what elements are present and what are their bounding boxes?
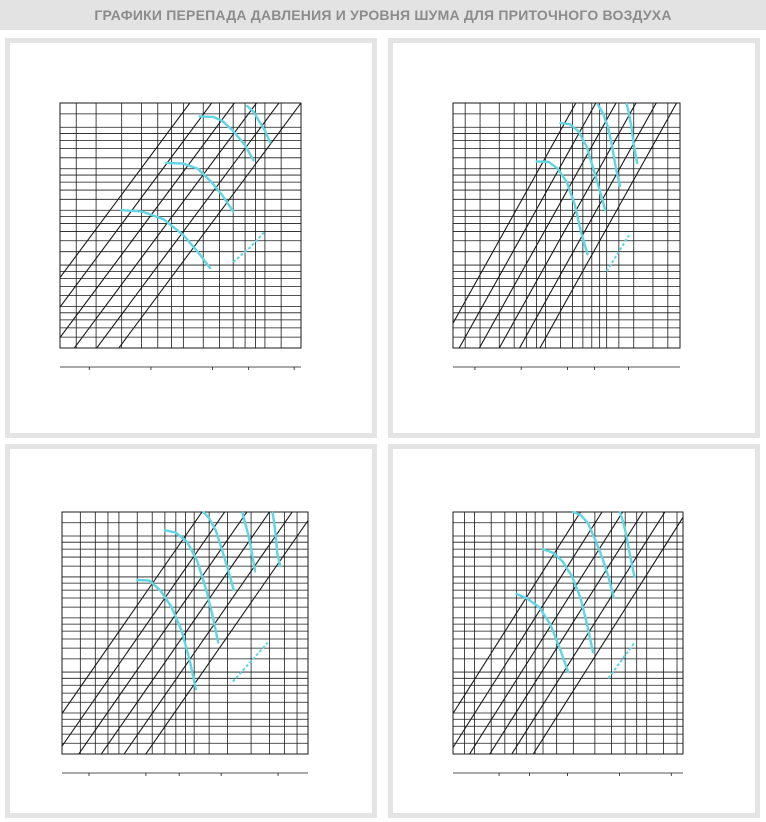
chart-panel-125	[388, 38, 760, 438]
damper-lines	[60, 103, 301, 348]
damper-line	[453, 512, 603, 749]
sound-level-curve	[596, 103, 622, 188]
rated-max-curve	[232, 641, 269, 683]
page-header: ГРАФИКИ ПЕРЕПАДА ДАВЛЕНИЯ И УРОВНЯ ШУМА …	[0, 0, 766, 30]
sound-level-curve	[271, 511, 282, 568]
sound-level-curve	[515, 592, 570, 674]
sound-level-curve	[241, 511, 257, 573]
damper-line	[62, 512, 226, 748]
damper-line	[489, 512, 644, 754]
rated-max-curve	[232, 230, 266, 263]
sound-level-curve	[163, 529, 220, 644]
damper-lines	[453, 103, 678, 348]
chart-panel-200	[388, 444, 760, 818]
sound-level-curve	[198, 115, 255, 162]
sound-curves	[120, 104, 272, 270]
damper-line	[60, 103, 191, 279]
sound-level-curve	[202, 510, 236, 592]
chart-panel-160	[5, 444, 377, 818]
damper-lines	[62, 512, 308, 754]
damper-line	[468, 512, 624, 754]
sound-curves	[535, 102, 639, 256]
rated-max-curve	[605, 234, 630, 272]
damper-line	[458, 103, 597, 348]
damper-lines	[453, 512, 683, 754]
sound-level-curve	[559, 121, 607, 212]
damper-line	[498, 103, 637, 348]
sound-level-curve	[625, 102, 639, 165]
sound-level-curve	[120, 208, 212, 270]
plot-frame	[61, 511, 309, 755]
damper-line	[78, 512, 248, 754]
damper-line	[539, 103, 678, 348]
chart-100	[59, 102, 302, 370]
plot-frame	[59, 102, 302, 349]
damper-line	[60, 103, 213, 308]
chart-200	[452, 510, 684, 776]
rated-max-curve	[607, 641, 636, 679]
damper-line	[453, 103, 577, 325]
page-title: ГРАФИКИ ПЕРЕПАДА ДАВЛЕНИЯ И УРОВНЯ ШУМА …	[94, 7, 672, 23]
damper-line	[60, 103, 236, 339]
sound-level-curve	[165, 161, 235, 213]
sound-level-curve	[135, 578, 198, 691]
damper-line	[518, 103, 657, 348]
plot-frame	[452, 102, 681, 349]
chart-125	[452, 102, 681, 370]
sound-level-curve	[618, 510, 636, 579]
damper-line	[118, 103, 301, 348]
chart-160	[61, 510, 309, 776]
chart-panel-100	[5, 38, 377, 438]
damper-line	[100, 512, 271, 754]
sound-level-curve	[535, 160, 589, 256]
damper-line	[62, 512, 203, 715]
sound-curves	[515, 510, 636, 674]
damper-line	[145, 519, 308, 754]
damper-line	[96, 103, 280, 348]
damper-line	[73, 103, 258, 348]
plot-frame	[452, 511, 684, 755]
damper-line	[511, 512, 666, 754]
sound-level-curve	[246, 104, 272, 144]
sound-level-curve	[572, 510, 616, 600]
damper-line	[478, 103, 617, 348]
damper-line	[532, 516, 683, 754]
sound-curves	[135, 510, 282, 691]
damper-line	[123, 512, 293, 754]
sound-level-curve	[541, 547, 595, 654]
damper-line	[453, 512, 582, 715]
